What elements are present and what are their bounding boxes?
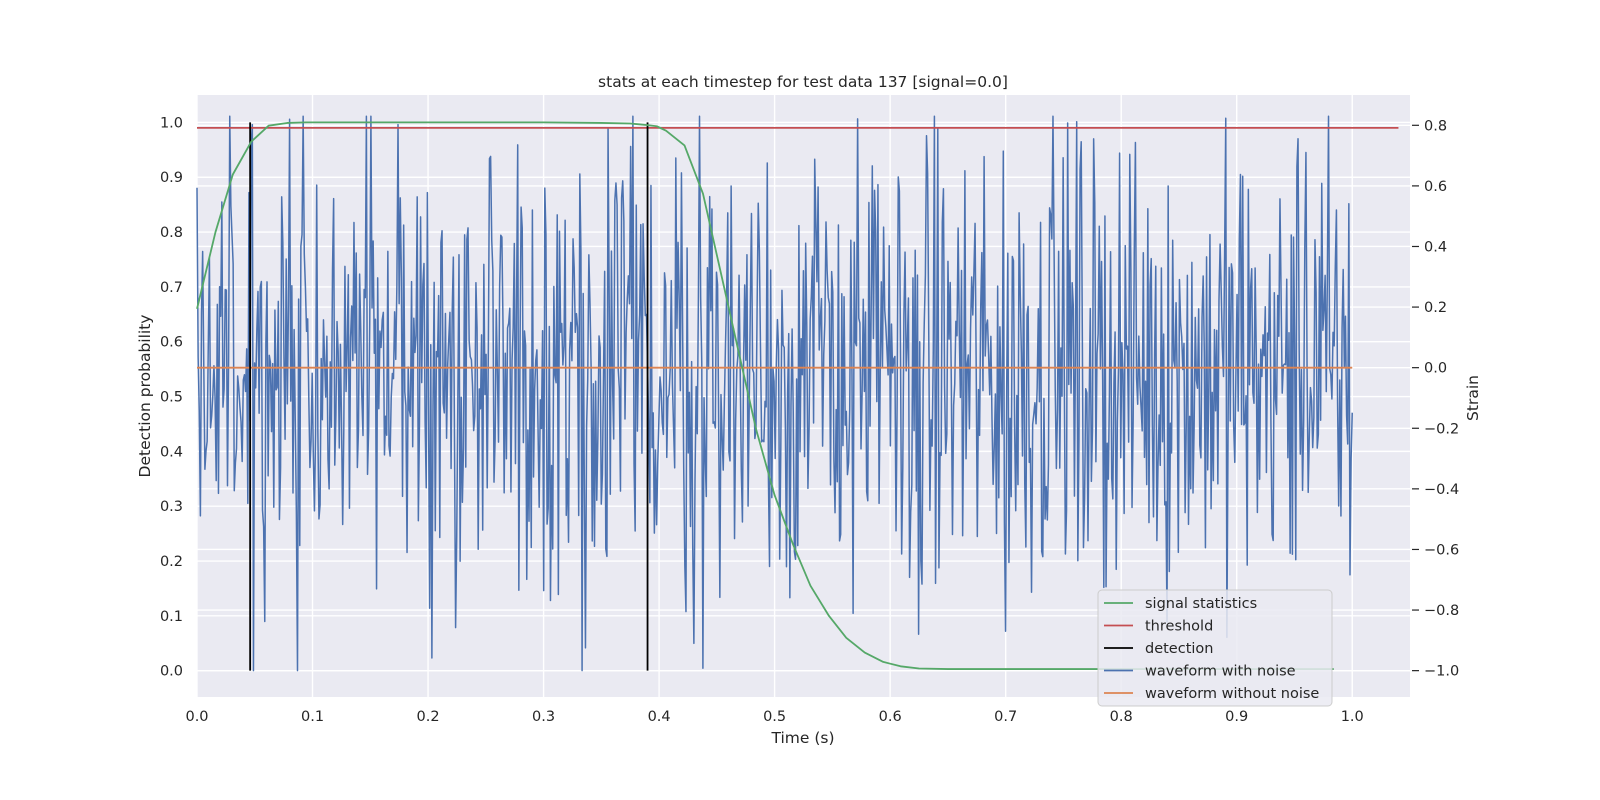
y-tick-label: 0.1 bbox=[160, 609, 183, 625]
y-tick-label: 0.3 bbox=[160, 499, 183, 515]
x-tick-label: 0.6 bbox=[879, 709, 902, 725]
y-tick-label: 0.7 bbox=[160, 280, 183, 296]
y2-tick-label: −0.4 bbox=[1424, 482, 1459, 498]
y2-tick-label: 0.2 bbox=[1424, 300, 1447, 316]
y-axis-label: Detection probability bbox=[136, 315, 154, 478]
x-axis-label: Time (s) bbox=[770, 729, 834, 747]
x-tick-label: 0.5 bbox=[763, 709, 786, 725]
y-tick-label: 0.0 bbox=[160, 664, 183, 680]
y2-tick-label: −0.6 bbox=[1424, 542, 1459, 558]
legend-label: waveform with noise bbox=[1145, 664, 1296, 680]
y-tick-label: 0.8 bbox=[160, 225, 183, 241]
y-tick-label: 1.0 bbox=[160, 115, 183, 131]
legend-label: waveform without noise bbox=[1145, 686, 1319, 702]
x-tick-label: 0.8 bbox=[1110, 709, 1133, 725]
legend: signal statistics threshold detection wavef… bbox=[1097, 589, 1333, 707]
x-tick-label: 0.2 bbox=[417, 709, 440, 725]
x-tick-label: 0.9 bbox=[1225, 709, 1248, 725]
x-tick-label: 0.4 bbox=[648, 709, 671, 725]
signal-statistics-line bbox=[196, 121, 1334, 670]
y-tick-label: 0.6 bbox=[160, 335, 183, 351]
y2-tick-label: 0.6 bbox=[1424, 179, 1447, 195]
y2-axis-ticks: −1.0 −0.8 −0.6 −0.4 −0.2 0.0 0.2 0.4 0.6 0.8 bbox=[1412, 118, 1459, 680]
y2-tick-label: −0.8 bbox=[1424, 603, 1459, 619]
y2-tick-label: −0.2 bbox=[1424, 421, 1459, 437]
chart-title: stats at each timestep for test data 137… bbox=[598, 73, 1008, 91]
y2-tick-label: 0.4 bbox=[1424, 239, 1447, 255]
x-tick-label: 0.0 bbox=[185, 709, 208, 725]
y2-tick-label: 0.0 bbox=[1424, 361, 1447, 377]
y2-axis-label: Strain bbox=[1464, 375, 1482, 421]
signal-statistics-series bbox=[196, 121, 1334, 670]
x-tick-label: 0.3 bbox=[532, 709, 555, 725]
y-tick-label: 0.9 bbox=[160, 170, 183, 186]
x-axis-ticks: 0.0 0.1 0.2 0.3 0.4 0.5 0.6 0.7 0.8 0.9 1.0 bbox=[185, 709, 1363, 725]
waveform-with-noise-line bbox=[196, 115, 1353, 672]
detection-series bbox=[249, 122, 649, 671]
y-tick-label: 0.2 bbox=[160, 554, 183, 570]
legend-box bbox=[1097, 589, 1333, 707]
y2-tick-label: −1.0 bbox=[1424, 664, 1459, 680]
y2-tick-label: 0.8 bbox=[1424, 118, 1447, 134]
legend-label: signal statistics bbox=[1145, 596, 1257, 612]
y-axis-ticks: 0.0 0.1 0.2 0.3 0.4 0.5 0.6 0.7 0.8 0.9 1.0 bbox=[160, 115, 183, 679]
waveform-with-noise-series bbox=[196, 115, 1353, 672]
legend-label: threshold bbox=[1145, 619, 1213, 635]
legend-label: detection bbox=[1145, 641, 1213, 657]
x-tick-label: 1.0 bbox=[1341, 709, 1364, 725]
y-tick-label: 0.5 bbox=[160, 390, 183, 406]
x-tick-label: 0.1 bbox=[301, 709, 324, 725]
y-tick-label: 0.4 bbox=[160, 444, 183, 460]
x-tick-label: 0.7 bbox=[994, 709, 1017, 725]
